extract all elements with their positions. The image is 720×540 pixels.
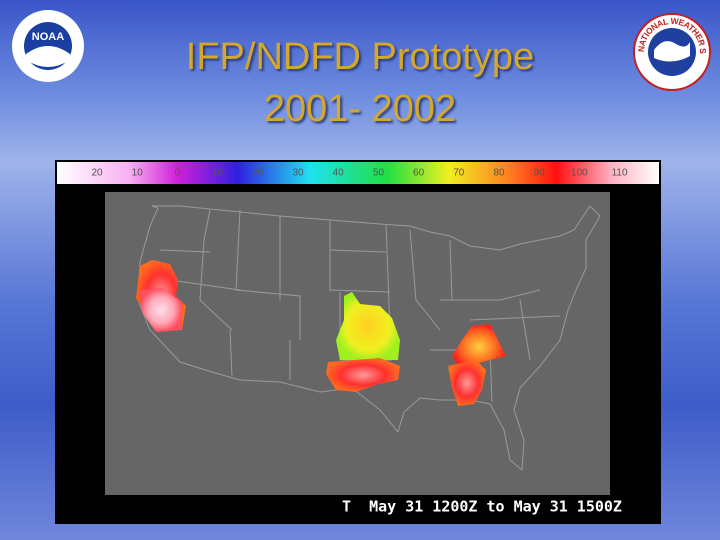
scale-label: 40	[333, 168, 345, 179]
scale-label: 20	[91, 168, 103, 179]
color-scale	[57, 162, 659, 184]
scale-label: 10	[212, 168, 224, 179]
scale-label: 70	[453, 168, 465, 179]
title-line: 2001- 2002	[263, 88, 457, 130]
scale-label: 30	[292, 168, 304, 179]
map-caption: T May 31 1200Z to May 31 1500Z	[342, 498, 622, 516]
temperature-areas	[136, 260, 506, 406]
scale-label: 100	[571, 168, 588, 179]
title-line: IFP/NDFD Prototype	[185, 36, 535, 78]
scale-label: 110	[612, 168, 628, 179]
scale-label: 20	[252, 168, 264, 179]
logo-text: NATIONAL WEATHER SERVICE	[0, 0, 708, 54]
scale-label: 10	[132, 168, 144, 179]
scale-label: 0	[175, 168, 181, 179]
noaa-logo: NOAA	[12, 10, 84, 82]
logo-text: NOAA	[32, 31, 64, 43]
scale-label: 80	[493, 168, 505, 179]
nws-logo: NATIONAL WEATHER SERVICE	[0, 0, 711, 91]
logo-text: NATIONAL WEATHER SERVICE	[0, 0, 708, 54]
scale-label: 60	[413, 168, 425, 179]
scale-label: 50	[373, 168, 385, 179]
scale-label: 90	[534, 168, 546, 179]
